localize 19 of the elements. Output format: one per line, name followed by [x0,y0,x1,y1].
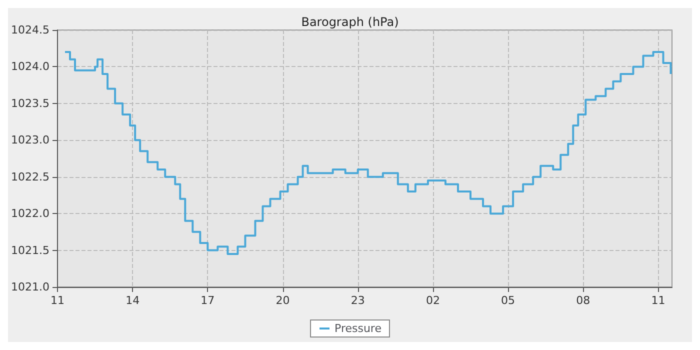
legend-label: Pressure [334,322,382,335]
x-tick-label: 02 [426,294,440,307]
x-tick-label: 23 [350,294,365,307]
y-tick-label: 1021.5 [10,244,50,257]
y-tick-label: 1022.5 [10,170,50,184]
x-tick-label: 14 [126,294,140,307]
y-tick-label: 1023.0 [10,134,50,147]
y-tick-label: 1024.5 [10,24,50,36]
chart-title: Barograph (hPa) [301,15,399,29]
x-tick-label: 20 [276,294,290,307]
x-tick-label: 11 [50,294,64,307]
x-tick-label: 05 [501,294,516,307]
x-tick-label: 08 [576,294,590,307]
y-tick-label: 1023.5 [10,96,50,110]
x-tick-label: 11 [651,294,666,307]
x-tick-label: 17 [200,294,215,307]
y-tick-label: 1022.0 [10,207,50,220]
y-tick-label: 1024.0 [10,60,50,74]
y-tick-label: 1021.0 [10,280,50,294]
